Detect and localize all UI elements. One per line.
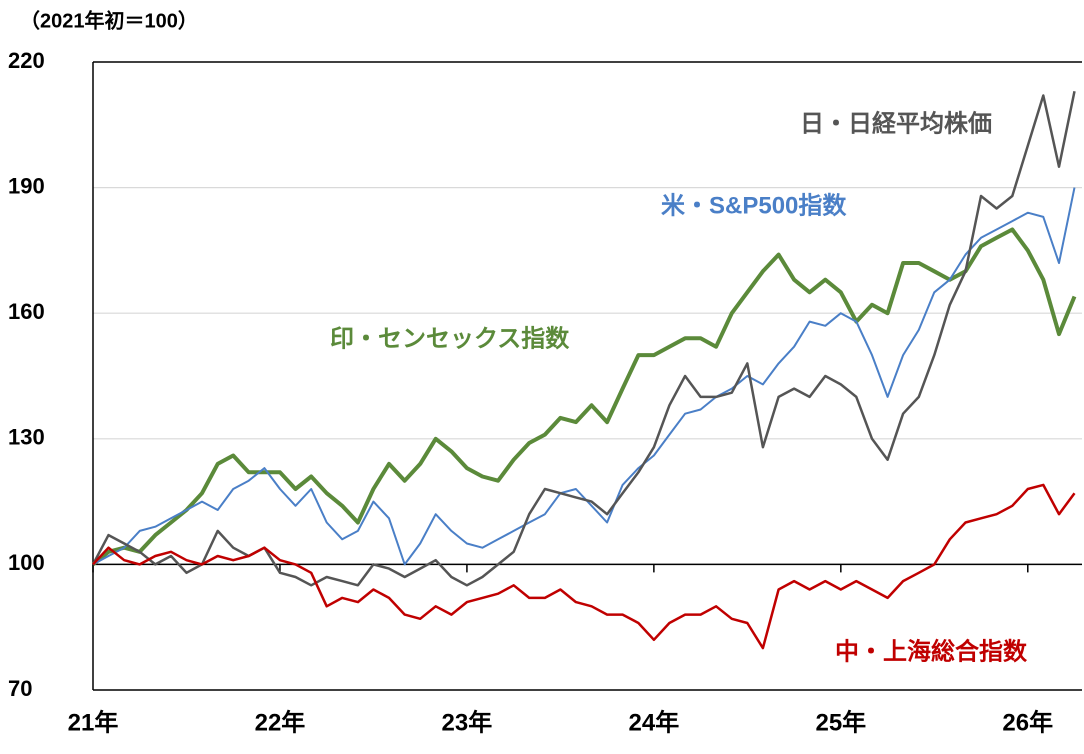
y-axis-label: （2021年初＝100） xyxy=(20,8,198,32)
x-tick-label: 25年 xyxy=(815,708,866,736)
y-tick-label: 220 xyxy=(8,48,45,73)
series-label: 印・センセックス指数 xyxy=(330,325,570,352)
series-label: 中・上海総合指数 xyxy=(835,637,1028,665)
series-line xyxy=(91,227,1077,566)
x-tick-label: 22年 xyxy=(255,708,306,736)
x-tick-label: 26年 xyxy=(1002,708,1053,736)
y-tick-label: 100 xyxy=(8,550,45,575)
x-tick-label: 24年 xyxy=(629,708,680,736)
series-line xyxy=(91,91,1076,587)
series-line xyxy=(92,187,1076,566)
x-tick-label: 23年 xyxy=(442,708,493,736)
series-line xyxy=(92,483,1076,650)
y-tick-label: 160 xyxy=(8,299,45,324)
y-tick-label: 130 xyxy=(8,425,45,450)
series-label: 米・S&P500指数 xyxy=(661,192,847,219)
x-tick-label: 21年 xyxy=(68,708,119,736)
y-tick-label: 190 xyxy=(8,173,45,198)
series-label: 日・日経平均株価 xyxy=(800,109,992,137)
y-tick-label: 70 xyxy=(8,676,32,701)
